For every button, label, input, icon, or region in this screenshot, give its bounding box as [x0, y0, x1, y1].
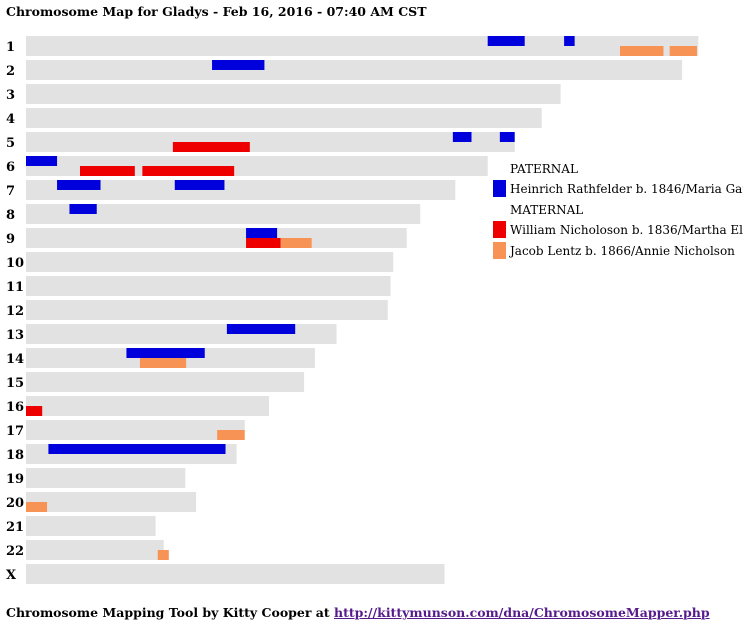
chromosome-label-7: 7	[6, 184, 15, 199]
chromosome-label-22: 22	[6, 544, 24, 559]
chromosome-label-16: 16	[6, 400, 24, 415]
legend-heading-maternal: MATERNAL	[510, 203, 583, 217]
segment-chr6-maternal_red[interactable]	[142, 166, 235, 176]
segment-chr2-paternal[interactable]	[212, 60, 265, 70]
segment-chr1-paternal[interactable]	[564, 36, 575, 46]
chromosome-label-20: 20	[6, 496, 24, 511]
segment-chr7-paternal[interactable]	[57, 180, 101, 190]
chromosome-bar-16	[26, 396, 269, 416]
chromosome-label-8: 8	[6, 208, 15, 223]
chromosome-label-9: 9	[6, 232, 15, 247]
chromosome-bar-10	[26, 252, 394, 272]
chromosome-bar-8	[26, 204, 421, 224]
legend-heading-paternal: PATERNAL	[510, 162, 578, 176]
chromosome-bar-3	[26, 84, 561, 104]
chromosome-label-1: 1	[6, 40, 15, 55]
segment-chr5-maternal_red[interactable]	[172, 142, 250, 152]
chromosome-label-19: 19	[6, 472, 24, 487]
footer-text: Chromosome Mapping Tool by Kitty Cooper …	[6, 605, 335, 620]
chromosome-bar-20	[26, 492, 197, 512]
chromosome-bar-11	[26, 276, 391, 296]
segment-chr1-paternal[interactable]	[487, 36, 525, 46]
chromosome-bar-12	[26, 300, 388, 320]
legend-label-1: Heinrich Rathfelder b. 1846/Maria Gangnu…	[510, 182, 743, 196]
chromosome-label-14: 14	[6, 352, 24, 367]
legend-swatch-3	[493, 221, 506, 238]
segment-chr22-maternal_orange[interactable]	[157, 550, 169, 560]
legend: PATERNAL Heinrich Rathfelder b. 1846/Mari…	[493, 162, 743, 259]
chromosome-bar-15	[26, 372, 305, 392]
chromosome-label-X: X	[6, 568, 17, 583]
chromosome-bar-1	[26, 36, 699, 56]
chromosome-label-11: 11	[6, 280, 24, 295]
chromosome-bar-7	[26, 180, 456, 200]
chromosome-bar-X	[26, 564, 445, 584]
segment-chr20-maternal_orange[interactable]	[26, 502, 48, 512]
footer: Chromosome Mapping Tool by Kitty Cooper …	[6, 605, 710, 620]
segment-chr5-paternal[interactable]	[499, 132, 515, 142]
chromosome-bar-2	[26, 60, 683, 80]
segment-chr7-paternal[interactable]	[174, 180, 225, 190]
segment-chr5-paternal[interactable]	[452, 132, 472, 142]
segment-chr1-maternal_orange[interactable]	[620, 46, 664, 56]
chromosome-bar-17	[26, 420, 245, 440]
segment-chr8-paternal[interactable]	[69, 204, 97, 214]
segment-chr16-maternal_red[interactable]	[26, 406, 43, 416]
segment-chr9-paternal[interactable]	[246, 228, 278, 238]
chromosome-label-15: 15	[6, 376, 24, 391]
chromosome-label-13: 13	[6, 328, 24, 343]
tool-link[interactable]: http://kittymunson.com/dna/ChromosomeMap…	[334, 605, 710, 620]
page-title: Chromosome Map for Gladys - Feb 16, 2016…	[6, 4, 427, 19]
segment-chr1-maternal_orange[interactable]	[669, 46, 697, 56]
chromosome-label-10: 10	[6, 256, 24, 271]
chromosome-label-6: 6	[6, 160, 15, 175]
segment-chr6-paternal[interactable]	[26, 156, 58, 166]
legend-label-4: Jacob Lentz b. 1866/Annie Nicholson	[508, 244, 735, 258]
segment-chr14-maternal_orange[interactable]	[139, 358, 187, 368]
chromosome-bar-9	[26, 228, 407, 248]
legend-swatch-1	[493, 180, 506, 197]
segment-chr9-maternal_red[interactable]	[246, 238, 281, 248]
chromosome-label-5: 5	[6, 136, 15, 151]
segment-chr14-paternal[interactable]	[126, 348, 205, 358]
chromosome-label-17: 17	[6, 424, 24, 439]
segment-chr17-maternal_orange[interactable]	[217, 430, 245, 440]
segment-chr6-maternal_red[interactable]	[80, 166, 135, 176]
chromosome-label-3: 3	[6, 88, 15, 103]
chromosome-bar-21	[26, 516, 156, 536]
chromosome-label-18: 18	[6, 448, 24, 463]
chromosome-label-2: 2	[6, 64, 15, 79]
segment-chr13-paternal[interactable]	[226, 324, 296, 334]
chromosome-label-21: 21	[6, 520, 24, 535]
chromosome-bar-4	[26, 108, 542, 128]
chromosome-label-4: 4	[6, 112, 15, 127]
chromosome-bar-22	[26, 540, 164, 560]
chromosome-bar-6	[26, 156, 488, 176]
legend-swatch-4	[493, 242, 506, 259]
chromosome-bar-19	[26, 468, 186, 488]
legend-label-3: William Nicholoson b. 1836/Martha Ellis	[510, 223, 743, 237]
segment-chr9-maternal_orange[interactable]	[280, 238, 312, 248]
segment-chr18-paternal[interactable]	[48, 444, 226, 454]
chromosome-label-12: 12	[6, 304, 24, 319]
chromosome-bar-5	[26, 132, 515, 152]
